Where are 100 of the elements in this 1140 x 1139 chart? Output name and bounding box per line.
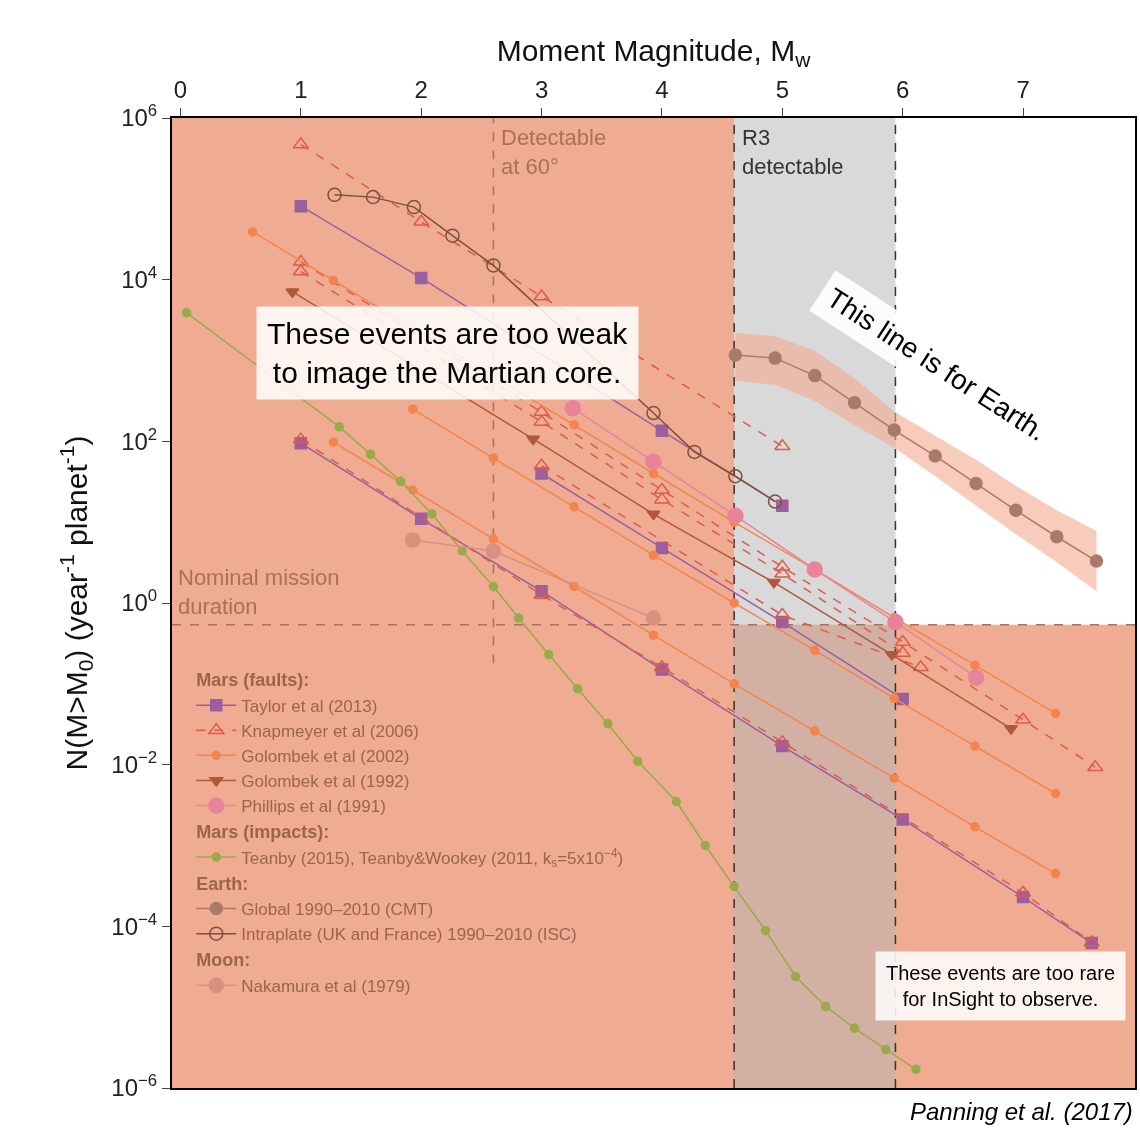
band-label: These events are too weak to image the Martian core. [267,317,629,389]
band-label: R3 detectable [742,125,844,179]
legend-label: Knapmeyer et al (2006) [241,721,419,741]
x-tick-label: 2 [414,76,428,104]
ref-line-label: Detectable at 60° [501,125,607,179]
point [294,199,308,213]
point [328,437,339,447]
annotation: Mars (faults): [196,670,310,691]
point [847,396,862,410]
point [572,683,583,694]
point [894,634,911,646]
legend-label: Nakamura et al (1979) [241,976,411,996]
point [760,925,771,936]
x-axis-title: Moment Magnitude, M$_{w}$ [496,33,812,72]
point [365,189,381,205]
point [700,840,711,851]
point [569,420,579,430]
point [849,1023,860,1033]
point [488,581,499,592]
y-tick-label: 10$^{2}$ [121,424,158,455]
point [645,610,662,626]
point [889,693,899,704]
point [912,660,929,672]
point [544,649,554,660]
point [729,679,739,689]
point [820,1001,831,1012]
point [774,607,791,620]
legend-label: Phillips et al (1991) [241,797,386,817]
x-tick-label: 1 [294,76,308,104]
point [564,399,582,417]
y-tick-label: 10$^{0}$ [121,586,158,617]
point [533,289,550,301]
point [810,645,820,656]
point [457,546,467,556]
point [414,271,428,285]
point [970,822,980,832]
point [887,613,904,631]
point [533,458,550,470]
legend-label: Teanby (2015), Teanby&Wookey (2011, k$_{s}$=5x10$^{−4}$) [241,845,624,871]
point [181,307,192,318]
x-tick-label: 0 [173,76,188,104]
point [887,423,901,437]
point [395,476,406,487]
point [406,199,422,215]
y-tick-label: 10$^{−2}$ [111,747,158,779]
point [485,543,502,559]
annotation: Moon: [196,950,251,971]
point [645,453,662,470]
point [408,404,418,414]
point [488,453,499,463]
point [486,258,501,273]
point [1050,530,1064,544]
y-tick-label: 10$^{−6}$ [111,1071,158,1102]
x-tick-label: 4 [655,76,669,104]
x-tick-label: 5 [775,76,789,104]
point [334,422,345,432]
point [774,734,791,747]
point [969,476,983,491]
point [533,404,550,417]
x-tick-label: 7 [1016,76,1030,104]
annotation: Earth: [196,873,249,894]
point [790,971,801,982]
point [774,438,791,451]
point [328,275,339,286]
point [806,561,824,578]
point [928,449,942,463]
point [768,351,782,365]
point [633,756,643,767]
ref-line-label: Nominal mission duration [178,565,340,619]
point [896,813,909,826]
text: Panning et al. (2017) [910,1098,1133,1125]
point [774,559,791,571]
x-tick-label: 3 [534,76,549,104]
point [728,348,743,362]
point [533,414,550,426]
point [1050,788,1061,799]
point [655,424,669,438]
point [405,532,421,548]
point [889,773,899,783]
point [488,534,499,544]
point [881,1044,891,1055]
point [729,881,739,892]
point [646,510,661,521]
y-tick-label: 10$^{4}$ [121,262,158,294]
x-tick-label: 6 [896,76,910,104]
point [648,550,659,560]
point [766,578,781,589]
point [445,228,460,243]
point [729,598,739,608]
point [247,227,258,237]
point [728,468,743,484]
point [427,509,437,519]
point [727,507,744,525]
point [767,494,783,509]
annotation: Mars (impacts): [196,822,330,843]
point [1050,708,1061,719]
legend-label: Taylor et al (2013) [241,696,378,716]
point [569,502,579,512]
point [646,405,661,421]
point [513,613,524,623]
